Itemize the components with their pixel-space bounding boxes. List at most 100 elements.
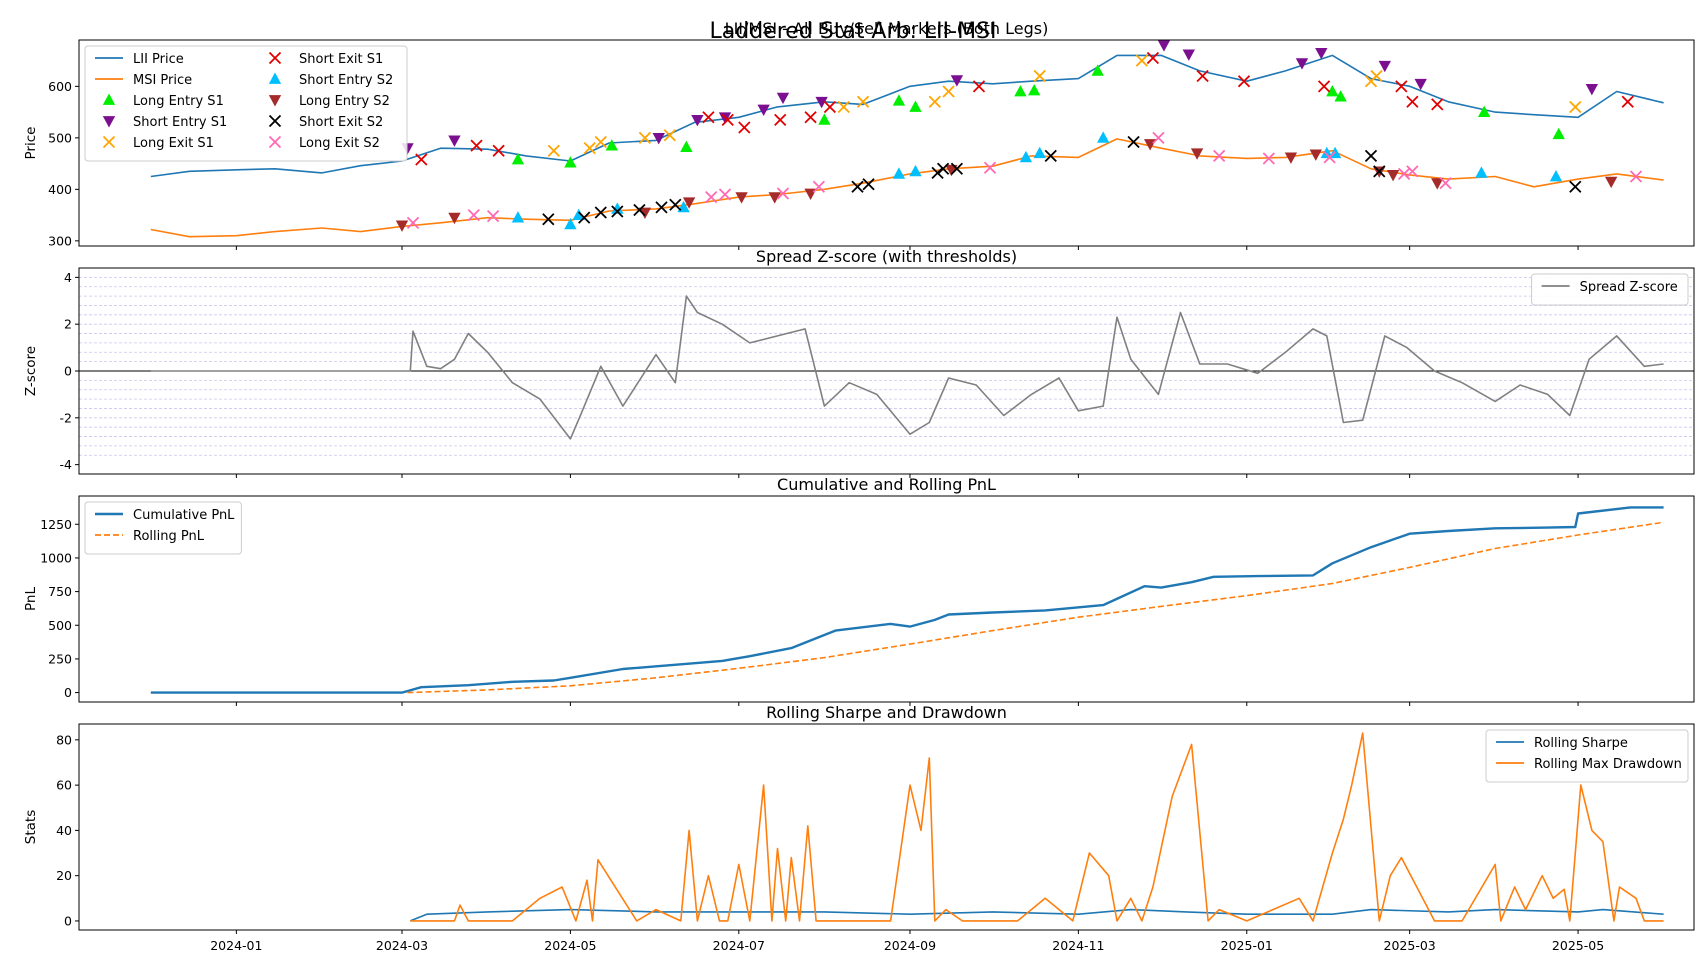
marker-long-exit-s1 — [837, 100, 850, 114]
marker-short-exit-s1 — [823, 100, 837, 114]
legend-item-short-exit-s2: Short Exit S2 — [268, 114, 383, 130]
panel-title: Spread Z-score (with thresholds) — [756, 247, 1017, 266]
marker-short-entry-s1 — [1414, 78, 1427, 91]
marker-short-exit-s1 — [415, 153, 428, 166]
legend-marker-long-exit-s2 — [268, 135, 282, 149]
marker-long-exit-s1 — [583, 142, 596, 155]
x-tick-label: 2025-01 — [1221, 938, 1273, 953]
y-tick-label: 0 — [64, 685, 72, 700]
legend-item-lii-price: LII Price — [95, 52, 184, 67]
legend: Cumulative PnL Rolling PnL — [84, 501, 242, 555]
panel-title: Cumulative and Rolling PnL — [777, 475, 996, 494]
marker-long-exit-s1 — [547, 144, 560, 157]
marker-short-entry-s2 — [611, 202, 624, 214]
legend-item-long-exit-s1: Long Exit S1 — [102, 135, 214, 151]
legend-label: MSI Price — [133, 73, 192, 88]
marker-long-entry-s1 — [1478, 105, 1491, 117]
marker-short-entry-s1 — [1295, 58, 1309, 70]
marker-short-exit-s2 — [669, 198, 682, 211]
markers-short-exit-s2 — [542, 135, 1582, 226]
marker-long-exit-s2 — [812, 180, 825, 193]
legend-label: Rolling Sharpe — [1534, 736, 1628, 751]
legend-item-short-entry-s1: Short Entry S1 — [102, 115, 227, 130]
markers-long-exit-s2 — [406, 131, 1643, 229]
marker-short-exit-s1 — [1146, 51, 1160, 65]
marker-short-exit-s1 — [804, 111, 817, 124]
plot-area — [150, 40, 1664, 238]
marker-short-exit-s1 — [774, 113, 787, 126]
legend-item-rolling-max-drawdown: Rolling Max Drawdown — [1496, 757, 1682, 772]
x-tick-label: 2024-07 — [713, 938, 765, 953]
y-tick-label: -4 — [60, 457, 73, 472]
legend-box — [1485, 729, 1689, 783]
marker-long-exit-s2 — [776, 187, 790, 200]
marker-short-entry-s2 — [564, 217, 577, 230]
marker-short-exit-s1 — [492, 144, 505, 157]
series-rolling-sharpe — [409, 908, 1664, 922]
marker-long-exit-s2 — [1439, 177, 1452, 190]
panel-1: LII/MSI - All Buy/Sell Markers (Both Leg… — [23, 19, 1695, 250]
legend-item-short-exit-s1: Short Exit S1 — [268, 51, 383, 67]
marker-short-entry-s1 — [1378, 60, 1391, 73]
legend-item-cumulative-pnl: Cumulative PnL — [95, 508, 235, 523]
panel-title: Rolling Sharpe and Drawdown — [766, 703, 1007, 722]
marker-short-entry-s2 — [1475, 166, 1488, 178]
marker-long-exit-s1 — [663, 129, 676, 142]
y-tick-label: 400 — [48, 182, 72, 197]
marker-long-entry-s1 — [680, 140, 693, 152]
legend-item-long-entry-s2: Long Entry S2 — [268, 94, 390, 109]
y-tick-label: 750 — [48, 584, 72, 599]
axes-frame — [78, 723, 1695, 931]
marker-long-exit-s2 — [1629, 170, 1643, 183]
marker-short-exit-s2 — [950, 162, 964, 175]
panel-title: LII/MSI - All Buy/Sell Markers (Both Leg… — [725, 19, 1049, 38]
y-tick-label: 40 — [56, 823, 72, 838]
marker-long-exit-s1 — [856, 95, 870, 108]
marker-long-entry-s1 — [605, 139, 618, 151]
panel-2: Spread Z-score (with thresholds) Z-score -… — [23, 247, 1695, 478]
marker-short-entry-s1 — [776, 92, 790, 105]
marker-short-exit-s2 — [1127, 135, 1140, 149]
marker-long-exit-s1 — [1569, 100, 1582, 114]
marker-short-exit-s1 — [1317, 80, 1331, 93]
marker-long-exit-s2 — [718, 188, 732, 201]
y-tick-label: 1250 — [40, 517, 72, 532]
y-tick-label: 80 — [56, 732, 72, 747]
marker-short-exit-s2 — [1044, 149, 1057, 163]
marker-long-exit-s1 — [638, 131, 652, 144]
legend-marker-long-exit-s1 — [102, 135, 116, 149]
marker-short-exit-s1 — [1395, 80, 1408, 93]
marker-short-exit-s1 — [721, 113, 734, 126]
legend-item-short-entry-s2: Short Entry S2 — [268, 72, 393, 88]
marker-long-exit-s1 — [1370, 69, 1383, 83]
marker-short-entry-s1 — [448, 135, 461, 147]
legend-label: Long Entry S1 — [133, 94, 224, 109]
legend-label: LII Price — [133, 52, 184, 67]
marker-short-entry-s2 — [1033, 146, 1046, 159]
marker-short-entry-s1 — [691, 114, 704, 127]
y-tick-label: 300 — [48, 233, 72, 248]
marker-short-exit-s2 — [1373, 165, 1386, 178]
marker-long-exit-s2 — [1397, 167, 1411, 181]
y-tick-label: 60 — [56, 778, 72, 793]
markers-long-entry-s1 — [511, 64, 1565, 168]
marker-long-entry-s2 — [735, 192, 748, 204]
y-axis-label: Stats — [23, 810, 39, 844]
marker-short-entry-s2 — [572, 208, 585, 220]
marker-long-entry-s1 — [818, 113, 831, 125]
marker-long-exit-s1 — [1033, 69, 1046, 83]
marker-short-entry-s2 — [892, 167, 906, 179]
legend: Spread Z-score — [1531, 273, 1689, 306]
marker-long-entry-s2 — [682, 197, 696, 209]
x-tick-label: 2024-05 — [544, 938, 596, 953]
series-spread-z-score — [150, 295, 1664, 440]
marker-long-entry-s1 — [1014, 85, 1027, 97]
marker-short-exit-s1 — [1196, 69, 1209, 83]
legend-label: Short Exit S1 — [299, 52, 383, 67]
legend-item-long-entry-s1: Long Entry S1 — [102, 93, 224, 109]
marker-long-exit-s2 — [1213, 149, 1226, 163]
marker-long-exit-s2 — [406, 216, 420, 229]
x-tick-label: 2025-05 — [1552, 938, 1604, 953]
y-tick-label: 4 — [64, 270, 72, 285]
